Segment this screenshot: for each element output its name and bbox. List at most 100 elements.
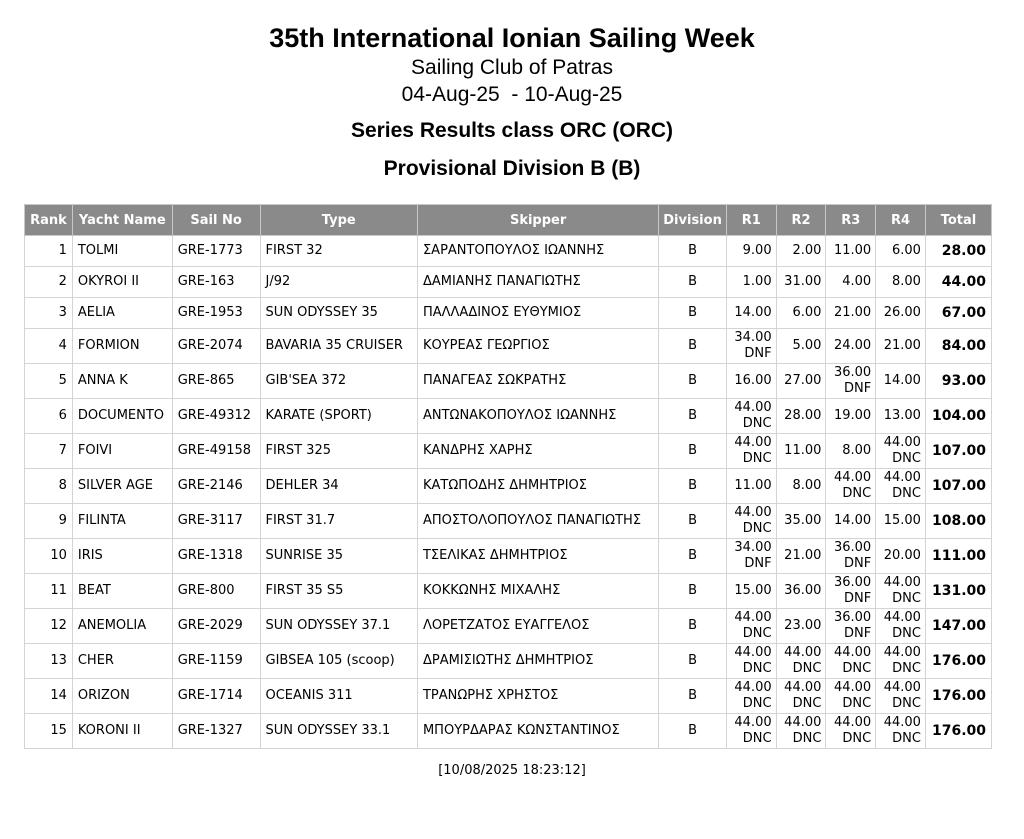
column-header-total: Total: [924, 204, 993, 236]
event-dates: 04-Aug-25 - 10-Aug-25: [401, 83, 623, 106]
race-penalty-code: DNC: [742, 731, 772, 746]
race-score: 44.00: [883, 680, 921, 695]
skipper-cell: ΠΑΛΛΑΔΙΝΟΣ ΕΥΘΥΜΙΟΣ: [416, 297, 660, 329]
race-score: 44.00: [734, 610, 772, 625]
race-r1-cell: 44.00 DNC: [725, 503, 777, 539]
sail-no-cell: GRE-2074: [171, 328, 261, 364]
race-r4-cell: 44.00 DNC: [875, 468, 926, 504]
race-score: 36.00: [833, 365, 872, 380]
race-r3-cell: 44.00 DNC: [825, 468, 877, 504]
total-cell: 176.00: [924, 643, 993, 679]
race-r3-cell: 8.00: [825, 433, 877, 469]
race-r1-cell: 44.00 DNC: [725, 713, 777, 749]
yacht-name-cell: FOIVI: [71, 433, 173, 469]
race-penalty-code: DNC: [842, 486, 872, 501]
total-cell: 84.00: [924, 328, 993, 364]
total-cell: 104.00: [924, 398, 993, 434]
race-r4-cell: 6.00: [875, 235, 926, 267]
table-header-row: Rank Yacht Name Sail No Type Skipper Division…: [24, 204, 993, 236]
race-penalty-code: DNC: [892, 661, 921, 676]
type-cell: J/92: [259, 266, 418, 298]
skipper-cell: ΣΑΡΑΝΤΟΠΟΥΛΟΣ ΙΩΑΝΝΗΣ: [416, 235, 660, 267]
type-cell: DEHLER 34: [259, 468, 418, 504]
race-score: 44.00: [734, 435, 772, 450]
type-cell: BAVARIA 35 CRUISER: [259, 328, 418, 364]
race-score: 4.00: [842, 274, 872, 289]
rank-cell: 15: [24, 713, 73, 749]
race-score: 44.00: [734, 680, 772, 695]
race-score: 6.00: [892, 243, 921, 258]
race-penalty-code: DNC: [892, 451, 921, 466]
race-r3-cell: 44.00 DNC: [825, 678, 877, 714]
race-r2-cell: 44.00 DNC: [775, 643, 827, 679]
race-penalty-code: DNC: [742, 696, 772, 711]
race-r2-cell: 8.00: [775, 468, 827, 504]
race-penalty-code: DNC: [792, 696, 822, 711]
sail-no-cell: GRE-49158: [171, 433, 261, 469]
yacht-name-cell: ANNA K: [71, 363, 173, 399]
yacht-name-cell: FILINTA: [71, 503, 173, 539]
rank-cell: 7: [24, 433, 73, 469]
race-r4-cell: 14.00: [875, 363, 926, 399]
race-score: 36.00: [833, 575, 872, 590]
race-score: 2.00: [792, 243, 822, 258]
race-r2-cell: 11.00: [775, 433, 827, 469]
race-r4-cell: 44.00 DNC: [875, 678, 926, 714]
race-score: 21.00: [883, 338, 921, 353]
rank-cell: 4: [24, 328, 73, 364]
total-cell: 107.00: [924, 468, 993, 504]
race-r1-cell: 34.00 DNF: [725, 328, 777, 364]
race-r2-cell: 44.00 DNC: [775, 713, 827, 749]
yacht-name-cell: OKYROI II: [71, 266, 173, 298]
sail-no-cell: GRE-1318: [171, 538, 261, 574]
race-score: 14.00: [833, 513, 872, 528]
column-header-r4: R4: [875, 204, 926, 236]
type-cell: FIRST 325: [259, 433, 418, 469]
rank-cell: 10: [24, 538, 73, 574]
race-r2-cell: 28.00: [775, 398, 827, 434]
race-score: 21.00: [784, 548, 822, 563]
type-cell: KARATE (SPORT): [259, 398, 418, 434]
race-penalty-code: DNC: [892, 696, 921, 711]
type-cell: SUN ODYSSEY 35: [259, 297, 418, 329]
division-cell: B: [658, 266, 727, 298]
table-row: 9 FILINTA GRE-3117 FIRST 31.7 ΑΠΟΣΤΟΛΟΠΟΥΛΟΣ…: [24, 503, 993, 539]
race-score: 36.00: [833, 540, 872, 555]
race-penalty-code: DNF: [744, 556, 772, 571]
total-cell: 111.00: [924, 538, 993, 574]
race-penalty-code: DNF: [843, 381, 872, 396]
column-header-r1: R1: [725, 204, 777, 236]
yacht-name-cell: BEAT: [71, 573, 173, 609]
race-r2-cell: 27.00: [775, 363, 827, 399]
race-r2-cell: 35.00: [775, 503, 827, 539]
race-score: 44.00: [734, 715, 772, 730]
sail-no-cell: GRE-1327: [171, 713, 261, 749]
table-row: 1 TOLMI GRE-1773 FIRST 32 ΣΑΡΑΝΤΟΠΟΥΛΟΣ ΙΩΑΝ…: [24, 235, 993, 267]
sail-no-cell: GRE-3117: [171, 503, 261, 539]
table-row: 10 IRIS GRE-1318 SUNRISE 35 ΤΣΕΛΙΚΑΣ ΔΗΜΗΤΡΙ…: [24, 538, 993, 574]
race-r1-cell: 44.00 DNC: [725, 433, 777, 469]
rank-cell: 8: [24, 468, 73, 504]
race-score: 24.00: [833, 338, 872, 353]
table-row: 2 OKYROI II GRE-163 J/92 ΔΑΜΙΑΝΗΣ ΠΑΝΑΓΙΩΤΗΣ…: [24, 266, 993, 298]
race-score: 36.00: [833, 610, 872, 625]
division-cell: B: [658, 433, 727, 469]
race-score: 19.00: [833, 408, 872, 423]
race-score: 26.00: [883, 305, 921, 320]
results-header: 35th International Ionian Sailing Week S…: [0, 22, 1024, 182]
race-r4-cell: 26.00: [875, 297, 926, 329]
column-header-sail-no: Sail No: [171, 204, 261, 236]
skipper-cell: ΑΝΤΩΝΑΚΟΠΟΥΛΟΣ ΙΩΑΝΝΗΣ: [416, 398, 660, 434]
club-name: Sailing Club of Patras: [411, 56, 613, 79]
race-r4-cell: 21.00: [875, 328, 926, 364]
yacht-name-cell: ANEMOLIA: [71, 608, 173, 644]
race-score: 44.00: [833, 680, 872, 695]
race-r1-cell: 16.00: [725, 363, 777, 399]
results-table: Rank Yacht Name Sail No Type Skipper Division…: [24, 204, 993, 749]
total-cell: 107.00: [924, 433, 993, 469]
total-cell: 44.00: [924, 266, 993, 298]
race-score: 8.00: [892, 274, 921, 289]
division-cell: B: [658, 503, 727, 539]
table-row: 13 CHER GRE-1159 GIBSEA 105 (scoop) ΔΡΑΜΙΣΙΩ…: [24, 643, 993, 679]
race-score: 5.00: [792, 338, 822, 353]
